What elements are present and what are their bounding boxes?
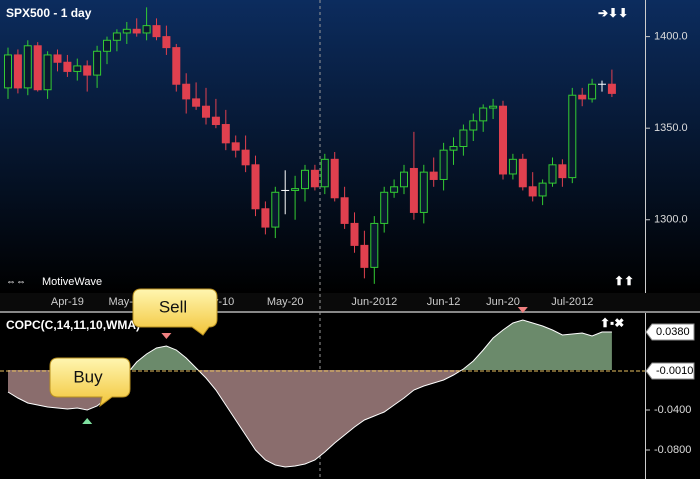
x-tick-label: Apr-19 bbox=[51, 296, 84, 308]
indicator-area bbox=[8, 320, 612, 467]
candle-body bbox=[221, 124, 230, 144]
candle-body bbox=[439, 149, 448, 180]
candle-body bbox=[251, 164, 260, 210]
candle-body bbox=[93, 50, 102, 76]
candle-body bbox=[400, 171, 408, 188]
candle-body bbox=[499, 105, 507, 175]
candle-body bbox=[310, 169, 319, 188]
x-tick-label: Jun-12 bbox=[427, 296, 461, 308]
candle-body bbox=[33, 45, 42, 91]
candle-body bbox=[350, 222, 359, 246]
candle-body bbox=[172, 47, 181, 85]
candle-body bbox=[528, 186, 537, 197]
candle-body bbox=[202, 105, 210, 118]
candle-body bbox=[419, 171, 428, 213]
candle-body bbox=[548, 164, 557, 184]
candle-body bbox=[261, 208, 270, 228]
scroll-icons[interactable]: ⬆⬆ bbox=[614, 274, 634, 288]
candle-body bbox=[53, 54, 62, 63]
candle-body bbox=[558, 164, 567, 179]
signal-marker bbox=[82, 418, 93, 424]
x-tick-label: Jun-20 bbox=[486, 296, 520, 308]
candle-body bbox=[291, 188, 300, 191]
candle-body bbox=[607, 83, 616, 94]
candle-body bbox=[73, 65, 82, 72]
candle-body bbox=[409, 167, 418, 213]
candle-body bbox=[122, 28, 131, 34]
candle-body bbox=[489, 105, 498, 109]
x-axis-band bbox=[0, 293, 700, 311]
candle-body bbox=[380, 191, 389, 224]
signal-marker bbox=[161, 333, 172, 339]
candle-body bbox=[63, 61, 72, 72]
candle-body bbox=[192, 98, 201, 107]
candle-body bbox=[112, 32, 121, 41]
candle-body bbox=[320, 158, 329, 188]
candle-body bbox=[231, 142, 240, 151]
candle-body bbox=[370, 222, 379, 268]
y-tick-label: -0.0400 bbox=[654, 404, 691, 416]
candle-body bbox=[4, 54, 12, 89]
candle-body bbox=[271, 191, 280, 228]
candle-body bbox=[588, 83, 597, 100]
candle-body bbox=[330, 158, 339, 199]
candle-body bbox=[568, 94, 577, 179]
indicator-controls[interactable]: ⬆▪✖ bbox=[600, 316, 624, 330]
candle-body bbox=[13, 54, 22, 89]
x-tick-label: Jul-2012 bbox=[551, 296, 593, 308]
y-tick-label: 1300.0 bbox=[654, 214, 688, 226]
candle-body bbox=[103, 39, 111, 52]
candle-body bbox=[459, 129, 468, 148]
candle-body bbox=[508, 158, 517, 175]
x-tick-label: May-20 bbox=[267, 296, 304, 308]
candle-body bbox=[162, 36, 171, 49]
signal-label: Sell bbox=[159, 297, 187, 316]
candle-body bbox=[340, 197, 349, 224]
value-label-box bbox=[645, 323, 695, 341]
reference-label: -0.0010 bbox=[656, 365, 693, 377]
candle-body bbox=[429, 171, 438, 180]
candle-body bbox=[479, 107, 488, 122]
buy-bubble: Buy bbox=[49, 357, 131, 408]
candle-body bbox=[211, 116, 220, 126]
candle-body bbox=[182, 83, 191, 100]
candle-body bbox=[132, 28, 141, 34]
signal-marker bbox=[517, 307, 528, 313]
nav-icons[interactable]: ⇔⇔ bbox=[6, 277, 26, 288]
candle-body bbox=[469, 120, 478, 131]
indicator-title: COPC(C,14,11,10,WMA) bbox=[6, 318, 140, 332]
value-label: 0.0380 bbox=[656, 326, 690, 338]
candle-body bbox=[390, 186, 399, 193]
pane-controls[interactable]: ➔⬇⬇ bbox=[598, 6, 628, 20]
watermark: MotiveWave bbox=[42, 276, 102, 288]
candle-body bbox=[23, 45, 32, 89]
signal-label: Buy bbox=[73, 367, 103, 386]
sell-bubble: Sell bbox=[132, 288, 218, 336]
y-tick-label: -0.0800 bbox=[654, 444, 691, 456]
candle-body bbox=[241, 149, 250, 166]
chart-title: SPX500 - 1 day bbox=[6, 6, 92, 20]
candle-body bbox=[83, 65, 92, 76]
candle-body bbox=[578, 94, 587, 100]
candle-body bbox=[518, 158, 527, 188]
candle-body bbox=[360, 244, 369, 268]
x-tick-label: Jun-2012 bbox=[351, 296, 397, 308]
candle-body bbox=[449, 146, 458, 151]
plot-layer: 1300.01350.01400.0Apr-19May-03May-10May-… bbox=[0, 7, 695, 468]
candle-body bbox=[538, 182, 547, 197]
reference-label-box bbox=[645, 362, 695, 380]
y-tick-label: 1350.0 bbox=[654, 122, 688, 134]
candle-body bbox=[301, 169, 309, 190]
candle-body bbox=[142, 25, 151, 34]
y-tick-label: 1400.0 bbox=[654, 31, 688, 43]
candle-body bbox=[152, 25, 161, 38]
candle-body bbox=[43, 54, 52, 91]
